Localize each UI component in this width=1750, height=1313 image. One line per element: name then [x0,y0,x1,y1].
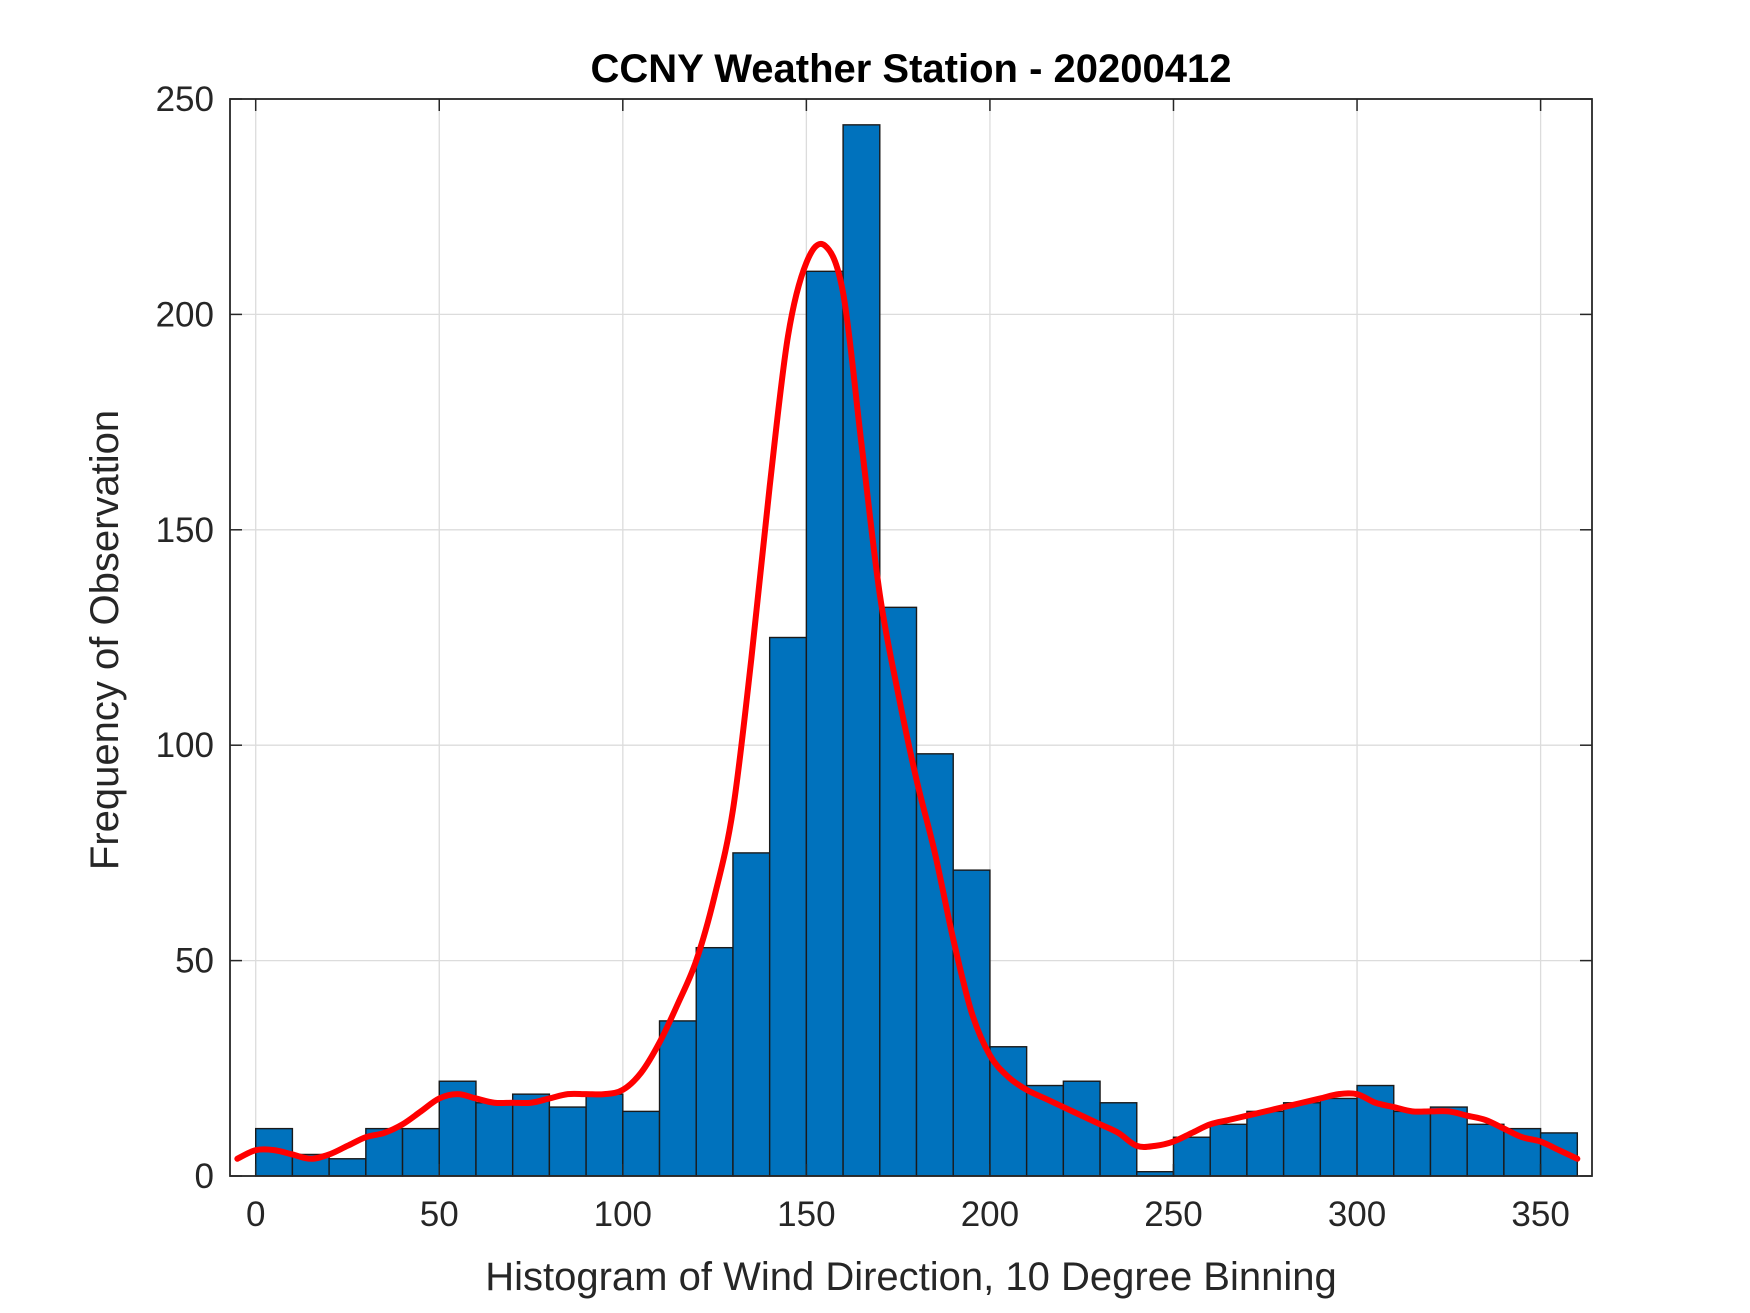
histogram-bar [475,1102,514,1177]
y-tick-label: 50 [175,942,214,981]
fit-curve-line [234,240,1581,1162]
histogram-bar [768,636,808,1177]
x-tick-label: 0 [246,1195,265,1234]
x-tick-label: 100 [594,1195,652,1234]
x-tick-label: 350 [1511,1195,1569,1234]
tick-labels: 0 50 100 150 200 250 300 350 0 50 100 150 200 250 [156,80,1570,1234]
histogram-bar [328,1158,367,1177]
y-tick-label: 0 [195,1157,214,1196]
histogram-bar [548,1106,587,1177]
histogram-bar [1246,1110,1285,1177]
histogram-bar [585,1093,624,1177]
histogram-bar [511,1093,551,1177]
histogram-bar [1062,1080,1101,1177]
histogram-bar [401,1127,440,1177]
histogram-bar [1393,1110,1432,1177]
x-tick-label: 200 [961,1195,1019,1234]
chart-title: CCNY Weather Station - 20200412 [591,47,1232,91]
histogram-bar [695,946,734,1177]
histogram-bar [1209,1123,1248,1177]
axis-ticks [230,98,1592,1177]
histogram-bar [1356,1084,1395,1177]
histogram-bar [1429,1106,1468,1177]
y-tick-label: 150 [156,511,214,550]
x-tick-label: 50 [420,1195,459,1234]
histogram-bar [915,753,954,1177]
histogram-bar [952,869,991,1177]
histogram-bar [805,270,844,1177]
histogram-bar [1172,1136,1211,1177]
histogram-bar [658,1020,697,1177]
y-axis-label: Frequency of Observation [83,410,127,870]
histogram-bar [1282,1102,1322,1177]
histogram-bar [732,852,771,1177]
x-axis-label: Histogram of Wind Direction, 10 Degree B… [485,1255,1337,1299]
histogram-bars [254,124,1579,1177]
x-tick-label: 150 [777,1195,835,1234]
fit-curve-layer [234,240,1581,1162]
x-tick-label: 300 [1328,1195,1386,1234]
histogram-bar [622,1110,661,1177]
histogram-bar [1466,1123,1505,1177]
histogram-bar [1319,1097,1358,1177]
y-tick-label: 200 [156,295,214,334]
plot-frame [229,98,1593,1177]
y-tick-label: 100 [156,726,214,765]
x-tick-label: 250 [1144,1195,1202,1234]
histogram-bar [842,124,881,1177]
y-tick-label: 250 [156,80,214,119]
